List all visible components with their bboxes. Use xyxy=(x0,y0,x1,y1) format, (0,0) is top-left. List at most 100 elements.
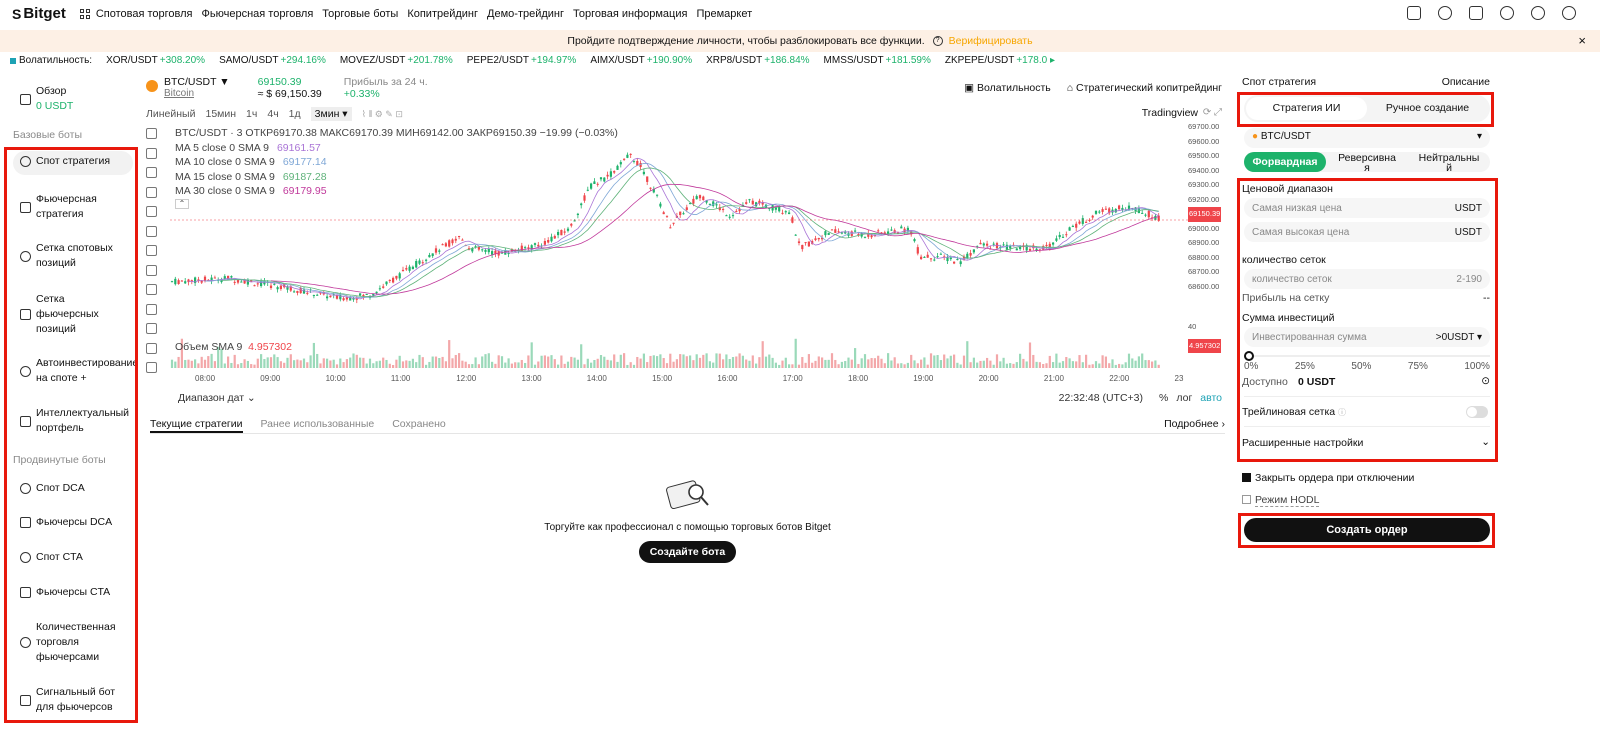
theme-icon[interactable] xyxy=(1531,6,1545,20)
tab-current[interactable]: Текущие стратегии xyxy=(150,418,243,433)
volatility-button[interactable]: ▣ Волатильность xyxy=(964,82,1051,94)
pair-dropdown[interactable]: ● BTC/USDT ▾ xyxy=(1244,128,1490,148)
slider-knob[interactable] xyxy=(1244,351,1254,361)
sidebar-item-basic[interactable]: Фьючерсная стратегия xyxy=(20,192,97,222)
question-icon[interactable]: ? xyxy=(932,36,943,46)
download-icon[interactable] xyxy=(1469,6,1483,20)
percent-option[interactable]: 50% xyxy=(1351,361,1372,372)
tab-manual-create[interactable]: Ручное создание xyxy=(1385,102,1470,114)
sidebar-item-advanced[interactable]: Фьючерсы DCA xyxy=(20,515,112,530)
close-orders-checkbox[interactable]: Закрыть ордера при отключении xyxy=(1242,472,1414,484)
collapse-legend-icon[interactable]: ⌃ xyxy=(175,198,189,209)
emoji-icon[interactable] xyxy=(146,264,157,276)
dir-reverse[interactable]: Реверсивна я xyxy=(1338,152,1396,174)
eye-icon[interactable] xyxy=(146,362,157,373)
hline-icon[interactable] xyxy=(146,167,157,178)
tab-saved[interactable]: Сохранено xyxy=(392,418,446,430)
settings-icon[interactable] xyxy=(1562,6,1576,20)
timeframe-option[interactable]: Линейный xyxy=(146,108,196,120)
info-icon[interactable]: ⓘ xyxy=(1338,408,1347,417)
sidebar-item-basic[interactable]: Спот стратегия xyxy=(20,154,110,169)
dir-neutral[interactable]: Нейтральны й xyxy=(1418,152,1480,174)
advanced-settings[interactable]: Расширенные настройки xyxy=(1242,437,1364,449)
nav-premarket[interactable]: Премаркет xyxy=(696,7,753,20)
brush-icon[interactable] xyxy=(146,186,157,198)
tab-ai-strategy[interactable]: Стратегия ИИ xyxy=(1246,97,1367,120)
globe-icon[interactable] xyxy=(1500,6,1514,20)
description-link[interactable]: Описание xyxy=(1441,76,1490,88)
ticker-symbol[interactable]: ZKPEPE/USDT xyxy=(944,55,1015,66)
timeframe-selected[interactable]: 3мин ▾ xyxy=(310,107,352,121)
dir-forward[interactable]: Форвардная xyxy=(1244,152,1326,172)
chevron-down-icon[interactable]: ⌄ xyxy=(1481,436,1490,448)
nav-futures[interactable]: Фьючерсная торговля xyxy=(201,7,314,20)
transfer-icon[interactable]: ⊙ xyxy=(1481,375,1490,387)
timeframe-option[interactable]: 4ч xyxy=(267,108,279,120)
magnet-icon[interactable] xyxy=(146,323,157,334)
auto-toggle[interactable]: авто xyxy=(1200,392,1222,404)
high-price-input[interactable]: Самая высокая цена USDT xyxy=(1244,222,1490,242)
wallet-icon[interactable] xyxy=(1407,6,1421,20)
trailing-grid-toggle[interactable] xyxy=(1466,406,1488,418)
copy-strategy-button[interactable]: ⌂ Стратегический копитрейдинг xyxy=(1066,82,1222,94)
percent-toggle[interactable]: % xyxy=(1159,392,1169,404)
crosshair-icon[interactable] xyxy=(146,128,157,139)
invest-input[interactable]: Инвестированная сумма >0USDT ▾ xyxy=(1244,327,1490,347)
hodl-checkbox[interactable]: Режим HODL xyxy=(1242,494,1320,507)
percent-option[interactable]: 0% xyxy=(1244,361,1259,372)
date-range-select[interactable]: Диапазон дат ⌄ xyxy=(178,392,256,404)
pattern-icon[interactable] xyxy=(146,225,157,237)
log-toggle[interactable]: лог xyxy=(1176,392,1193,404)
user-icon[interactable] xyxy=(1438,6,1452,20)
percent-option[interactable]: 25% xyxy=(1294,361,1315,372)
sidebar-item-advanced[interactable]: Количественная торговля фьючерсами xyxy=(20,620,116,665)
ticker-symbol[interactable]: SAMO/USDT xyxy=(219,55,279,66)
tradingview-toggle[interactable]: Tradingview xyxy=(1141,107,1198,119)
candlestick-chart[interactable] xyxy=(170,120,1188,372)
grid-count-input[interactable]: количество сеток 2-190 xyxy=(1244,269,1490,289)
zoom-icon[interactable] xyxy=(146,303,157,315)
sidebar-item-advanced[interactable]: Сигнальный бот для фьючерсов xyxy=(20,685,115,715)
sidebar-item-advanced[interactable]: Фьючерсы CTA xyxy=(20,585,110,600)
ticker-symbol[interactable]: PEPE2/USDT xyxy=(466,55,529,66)
nav-info[interactable]: Торговая информация xyxy=(573,7,688,20)
low-price-input[interactable]: Самая низкая цена USDT xyxy=(1244,198,1490,218)
sidebar-item-basic[interactable]: Интеллектуальный портфель xyxy=(20,406,129,436)
ticker-symbol[interactable]: MOVEZ/USDT xyxy=(339,55,406,66)
invest-slider[interactable] xyxy=(1244,351,1490,361)
timeframe-option[interactable]: 1д xyxy=(288,108,301,120)
pair-sub[interactable]: Bitcoin xyxy=(164,88,195,99)
apps-grid-icon[interactable] xyxy=(79,8,90,19)
nav-bots[interactable]: Торговые боты xyxy=(322,7,399,20)
percent-option[interactable]: 100% xyxy=(1464,361,1490,372)
trendline-icon[interactable] xyxy=(146,147,157,159)
sidebar-overview[interactable]: Обзор 0 USDT xyxy=(20,84,73,114)
sidebar-item-basic[interactable]: Автоинвестирование на споте + xyxy=(20,356,138,386)
sidebar-item-advanced[interactable]: Спот CTA xyxy=(20,550,83,565)
nav-demo[interactable]: Демо-трейдинг xyxy=(487,7,565,20)
sidebar-item-basic[interactable]: Сетка спотовых позиций xyxy=(20,241,113,271)
sidebar-item-basic[interactable]: Сетка фьючерсных позиций xyxy=(20,292,99,337)
text-icon[interactable] xyxy=(146,206,157,217)
expand-icon[interactable]: ⟳ ⤢ xyxy=(1202,107,1222,118)
ruler-icon[interactable] xyxy=(146,284,157,295)
timeframe-option[interactable]: 1ч xyxy=(246,108,258,120)
create-order-button[interactable]: Создать ордер xyxy=(1244,518,1490,542)
verify-link[interactable]: Верифицировать xyxy=(948,35,1033,47)
sidebar-item-advanced[interactable]: Спот DCA xyxy=(20,481,85,496)
timeframe-option[interactable]: 15мин xyxy=(205,108,237,120)
ticker-symbol[interactable]: AIMX/USDT xyxy=(590,55,645,66)
more-link[interactable]: Подробнее › xyxy=(1164,418,1225,430)
ticker-symbol[interactable]: XRP8/USDT xyxy=(706,55,763,66)
nav-copy[interactable]: Копитрейдинг xyxy=(407,7,479,20)
percent-option[interactable]: 75% xyxy=(1407,361,1428,372)
create-bot-button[interactable]: Создайте бота xyxy=(638,541,737,563)
nav-spot[interactable]: Спотовая торговля xyxy=(95,7,193,20)
close-icon[interactable]: × xyxy=(1578,33,1586,48)
fib-icon[interactable] xyxy=(146,245,157,256)
indicator-icons[interactable]: ⌇ ⫴ ⚙ ✎ ⊡ xyxy=(361,108,403,119)
lock-icon[interactable] xyxy=(146,342,157,354)
tab-previous[interactable]: Ранее использованные xyxy=(260,418,375,430)
bitget-logo[interactable]: S Bitget xyxy=(12,5,66,22)
ticker-symbol[interactable]: MMSS/USDT xyxy=(823,55,884,66)
